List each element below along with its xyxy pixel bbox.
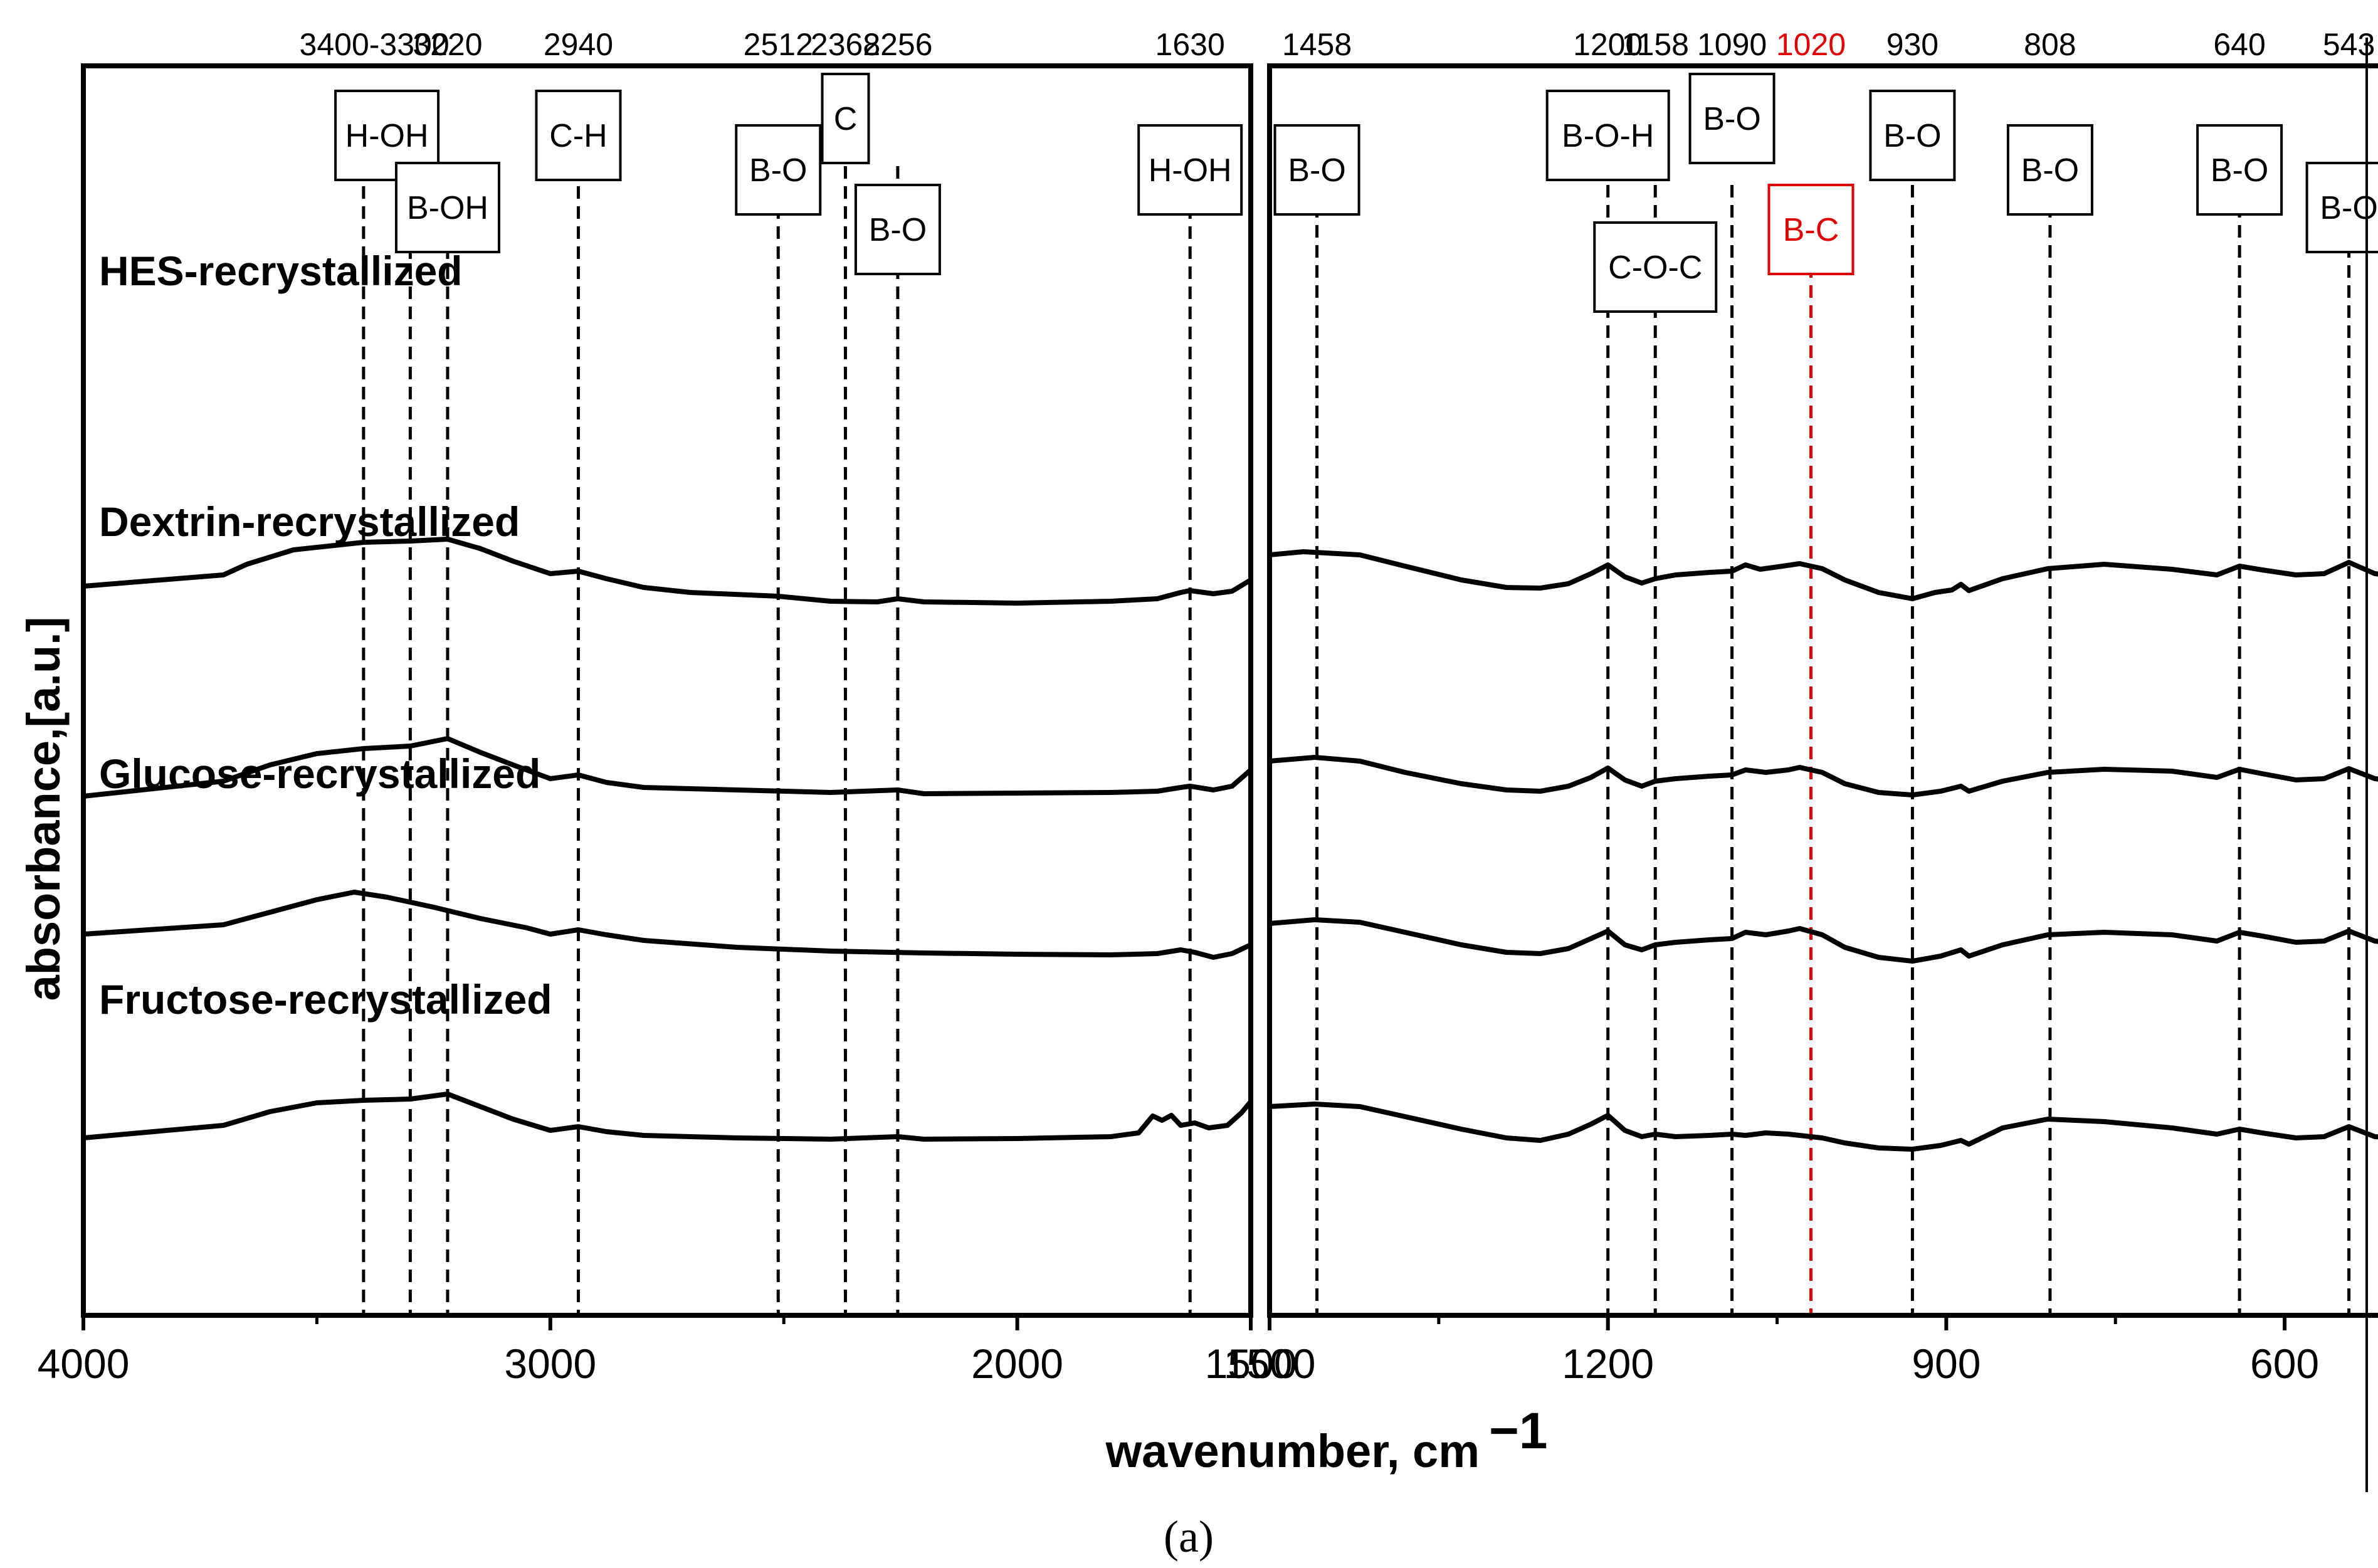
left-frame bbox=[81, 63, 1253, 1318]
band-box-label: B-O bbox=[2211, 152, 2268, 189]
band-box-label: B-OH bbox=[407, 190, 488, 226]
left-band-box-bo-2256: B-O bbox=[854, 184, 941, 275]
right-spectrum-fructose-recrystallized bbox=[1269, 1102, 2378, 1152]
right-band-box-boh-1200: B-O-H bbox=[1545, 90, 1670, 181]
band-box-frame bbox=[394, 162, 500, 253]
band-box-frame bbox=[1869, 90, 1956, 181]
band-box-frame bbox=[2006, 124, 2093, 216]
left-peak-label-2940: 2940 bbox=[544, 27, 613, 62]
band-box-label: B-C bbox=[1783, 212, 1839, 248]
y-axis-label: absorbance,[a.u.] bbox=[18, 617, 70, 1001]
band-box-label: B-O bbox=[749, 152, 807, 189]
band-box-frame bbox=[1688, 73, 1776, 164]
band-box-label: B-O bbox=[2021, 152, 2079, 189]
band-box-label: C-H bbox=[549, 118, 607, 154]
left-peak-label-3220: 3220 bbox=[413, 27, 482, 62]
left-tick-label: 1500 bbox=[1205, 1340, 1297, 1387]
band-box-frame bbox=[735, 124, 822, 216]
x-axis-label-exponent: −1 bbox=[1489, 1402, 1548, 1460]
right-peak-label-808: 808 bbox=[2024, 27, 2076, 62]
band-box-frame bbox=[1545, 90, 1670, 181]
band-box-label: B-O-H bbox=[1562, 118, 1654, 154]
band-box-frame bbox=[821, 73, 870, 164]
right-band-box-bc-1020: B-C bbox=[1767, 184, 1855, 275]
left-band-box-ch-2940: C-H bbox=[535, 90, 622, 181]
right-band-box-bo-1090: B-O bbox=[1688, 73, 1776, 164]
band-box-label: B-O bbox=[1883, 118, 1941, 154]
left-tick-label: 4000 bbox=[38, 1340, 130, 1387]
right-tick-label: 600 bbox=[2250, 1340, 2319, 1387]
band-box-label: H-OH bbox=[1149, 152, 1232, 189]
band-box-frame bbox=[535, 90, 622, 181]
right-spectrum-glucose-recrystallized bbox=[1269, 917, 2378, 964]
left-peak-label-2512: 2512 bbox=[744, 27, 813, 62]
right-spectrum-hes-recrystallized bbox=[1269, 549, 2378, 601]
left-tick-label: 2000 bbox=[971, 1340, 1063, 1387]
series-label-fructose-recrystallized: Fructose-recrystallized bbox=[99, 976, 552, 1023]
left-band-box-boh-3220: B-OH bbox=[394, 162, 500, 253]
right-band-box-coc-1158: C-O-C bbox=[1593, 221, 1718, 313]
left-spectrum-hes-recrystallized bbox=[83, 537, 1253, 606]
right-peak-label-930: 930 bbox=[1886, 27, 1939, 62]
band-box-label: C bbox=[834, 101, 858, 137]
left-tick-label: 3000 bbox=[504, 1340, 596, 1387]
left-spectrum-glucose-recrystallized bbox=[83, 890, 1252, 960]
band-box-frame bbox=[854, 184, 941, 275]
left-band-box-hoh-3350: H-OH bbox=[334, 90, 440, 181]
band-box-frame bbox=[1767, 184, 1855, 275]
left-ticks: 4000 3000 2000 1500 bbox=[38, 1315, 1297, 1387]
left-spectrum-fructose-recrystallized bbox=[83, 1092, 1253, 1142]
series-label-hes-recrystallized: HES-recrystallized bbox=[99, 248, 463, 294]
band-box-label: B-O bbox=[2320, 190, 2377, 226]
right-peak-label-1458: 1458 bbox=[1282, 27, 1352, 62]
band-box-label: B-O bbox=[1288, 152, 1345, 189]
right-peak-label-640: 640 bbox=[2213, 27, 2265, 62]
x-axis-label: wavenumber, cm bbox=[1105, 1425, 1480, 1477]
series-label-glucose-recrystallized: Glucose-recrystallized bbox=[99, 750, 540, 797]
right-peak-label-1020: 1020 bbox=[1776, 27, 1846, 62]
left-peak-label-2368: 2368 bbox=[811, 27, 880, 62]
left-spectrum-dextrin-recrystallized bbox=[83, 736, 1253, 799]
right-peak-label-1200: 1200 bbox=[1573, 27, 1643, 62]
right-tick-label: 1500 bbox=[1224, 1340, 1316, 1387]
right-ticks: 1500 1200 900 600 bbox=[1224, 1315, 2319, 1387]
figure-caption: (a) bbox=[1164, 1512, 1214, 1562]
left-peak-label-1630: 1630 bbox=[1155, 27, 1225, 62]
band-box-frame bbox=[2196, 124, 2283, 216]
right-band-box-bo-640: B-O bbox=[2196, 124, 2283, 216]
right-tick-label: 900 bbox=[1912, 1340, 1981, 1387]
left-peak-label-3400: 3400-3300 bbox=[300, 27, 450, 62]
left-band-box-c-2368: C bbox=[821, 73, 870, 164]
right-peak-label-1158: 1158 bbox=[1621, 27, 1689, 62]
left-band-box-bo-2512: B-O bbox=[735, 124, 822, 216]
right-peak-label-1090: 1090 bbox=[1697, 27, 1767, 62]
band-box-frame bbox=[1273, 124, 1360, 216]
right-band-box-bo-808: B-O bbox=[2006, 124, 2093, 216]
right-band-box-bo-930: B-O bbox=[1869, 90, 1956, 181]
band-box-label: C-O-C bbox=[1608, 250, 1702, 286]
band-box-label: B-O bbox=[869, 212, 927, 248]
band-box-label: H-OH bbox=[345, 118, 429, 154]
left-band-box-hoh-1630: H-OH bbox=[1137, 124, 1243, 216]
left-peak-label-2256: 2256 bbox=[863, 27, 932, 62]
right-frame bbox=[1267, 63, 2378, 1318]
right-tick-label: 1200 bbox=[1562, 1340, 1654, 1387]
band-box-label: B-O bbox=[1703, 101, 1760, 137]
band-box-frame bbox=[1593, 221, 1718, 313]
right-spectrum-dextrin-recrystallized bbox=[1269, 755, 2378, 797]
band-box-frame bbox=[1137, 124, 1243, 216]
series-label-dextrin-recrystallized: Dextrin-recrystallized bbox=[99, 498, 520, 545]
right-band-box-bo-1458: B-O bbox=[1273, 124, 1360, 216]
